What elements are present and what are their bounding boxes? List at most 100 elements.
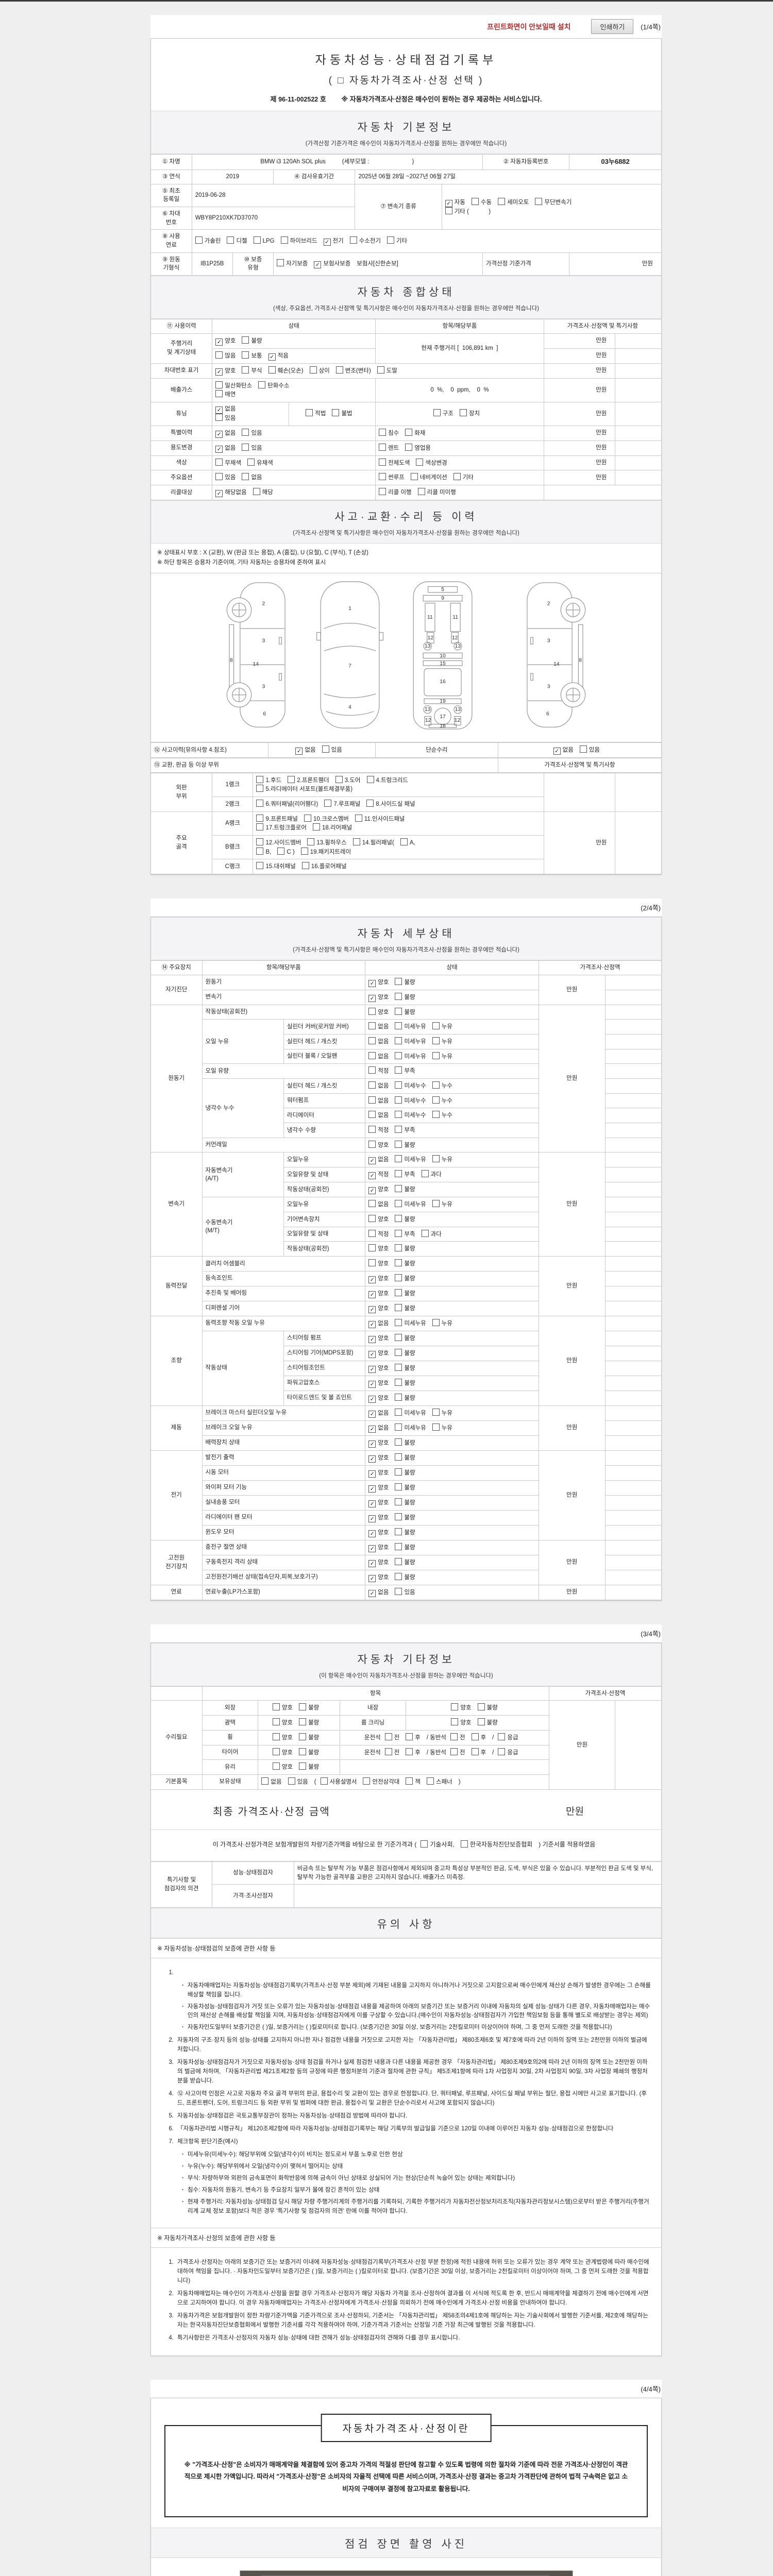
checkbox-option[interactable]: 3.도어 bbox=[335, 775, 361, 785]
checkbox-option[interactable]: 스패너 bbox=[426, 1777, 452, 1787]
checkbox[interactable] bbox=[579, 745, 587, 753]
checkbox-option[interactable]: 불량 bbox=[299, 1762, 319, 1772]
checkbox[interactable] bbox=[460, 1840, 468, 1848]
checkbox[interactable]: ✓ bbox=[368, 1350, 376, 1358]
checkbox[interactable]: ✓ bbox=[368, 979, 376, 987]
checkbox-option[interactable]: ✓ 양호 bbox=[368, 978, 389, 987]
checkbox-option[interactable]: 후 bbox=[471, 1733, 486, 1742]
checkbox[interactable] bbox=[272, 1748, 280, 1755]
checkbox-option[interactable]: 없음 bbox=[368, 1052, 389, 1061]
checkbox-option[interactable]: ✓ 양호 bbox=[368, 993, 389, 1002]
checkbox-option[interactable]: 미세누유 bbox=[395, 1022, 426, 1031]
checkbox-option[interactable]: 미세누유 bbox=[395, 1408, 426, 1418]
checkbox-option[interactable]: 누유 bbox=[432, 1155, 452, 1164]
checkbox[interactable]: ✓ bbox=[368, 1365, 376, 1373]
checkbox-option[interactable]: 불량 bbox=[395, 1543, 415, 1552]
checkbox[interactable] bbox=[366, 775, 374, 783]
checkbox-option[interactable]: ✓ 양호 bbox=[368, 1499, 389, 1507]
checkbox-option[interactable]: ✓ 양호 bbox=[368, 1558, 389, 1567]
checkbox-option[interactable]: 양호 bbox=[272, 1718, 293, 1727]
checkbox-option[interactable]: ✓ 자동 bbox=[445, 198, 465, 207]
checkbox-option[interactable]: 일산화탄소 bbox=[215, 381, 252, 391]
checkbox-option[interactable]: 불량 bbox=[299, 1748, 319, 1757]
checkbox-option[interactable]: 사용설명서 bbox=[320, 1777, 357, 1787]
checkbox[interactable] bbox=[395, 1066, 402, 1074]
checkbox-option[interactable]: 18.리어패널 bbox=[312, 823, 352, 833]
checkbox-option[interactable]: 양호 bbox=[272, 1733, 293, 1742]
checkbox-option[interactable]: 세미오토 bbox=[498, 197, 529, 207]
checkbox[interactable] bbox=[352, 838, 360, 846]
checkbox[interactable] bbox=[395, 977, 402, 985]
checkbox-option[interactable]: 불량 bbox=[242, 336, 262, 346]
checkbox[interactable]: ✓ bbox=[368, 1172, 376, 1180]
checkbox-option[interactable]: 불량 bbox=[395, 1528, 415, 1537]
checkbox-option[interactable]: 불량 bbox=[395, 1483, 415, 1493]
checkbox-option[interactable]: 전 bbox=[384, 1748, 399, 1757]
checkbox[interactable] bbox=[324, 800, 332, 807]
checkbox-option[interactable]: 없음 bbox=[242, 473, 262, 482]
checkbox[interactable] bbox=[432, 1423, 440, 1431]
checkbox-option[interactable]: ✓ 양호 bbox=[368, 1349, 389, 1358]
checkbox[interactable] bbox=[307, 838, 315, 846]
checkbox[interactable] bbox=[395, 1498, 402, 1505]
checkbox-option[interactable]: ✓ 양호 bbox=[368, 1484, 389, 1493]
checkbox[interactable] bbox=[405, 443, 413, 451]
checkbox[interactable] bbox=[242, 443, 249, 451]
checkbox[interactable] bbox=[395, 1215, 402, 1223]
checkbox[interactable]: ✓ bbox=[368, 1589, 376, 1597]
checkbox[interactable] bbox=[261, 1777, 269, 1785]
checkbox[interactable] bbox=[395, 1229, 402, 1237]
checkbox-option[interactable]: 적법 bbox=[306, 409, 326, 418]
checkbox[interactable]: ✓ bbox=[368, 1320, 376, 1328]
checkbox[interactable]: ✓ bbox=[268, 353, 276, 361]
checkbox[interactable] bbox=[395, 1408, 402, 1416]
checkbox-option[interactable]: 불량 bbox=[395, 1438, 415, 1448]
checkbox-option[interactable]: 불량 bbox=[299, 1733, 319, 1742]
checkbox[interactable]: ✓ bbox=[215, 430, 223, 438]
checkbox[interactable] bbox=[299, 1733, 307, 1740]
checkbox[interactable] bbox=[215, 390, 223, 398]
checkbox[interactable] bbox=[395, 1052, 402, 1059]
checkbox-option[interactable]: 있음 bbox=[395, 1587, 415, 1597]
checkbox-option[interactable]: 양호 bbox=[368, 1244, 389, 1253]
checkbox[interactable] bbox=[395, 1318, 402, 1326]
checkbox-option[interactable]: 불량 bbox=[395, 1274, 415, 1283]
checkbox[interactable] bbox=[379, 458, 386, 466]
checkbox[interactable] bbox=[395, 1111, 402, 1118]
checkbox[interactable]: ✓ bbox=[215, 368, 223, 376]
checkbox[interactable] bbox=[379, 473, 386, 481]
checkbox[interactable]: ✓ bbox=[368, 1515, 376, 1522]
checkbox-option[interactable]: 양호 bbox=[368, 1215, 389, 1224]
checkbox[interactable] bbox=[395, 1259, 402, 1267]
checkbox[interactable] bbox=[268, 366, 276, 374]
checkbox[interactable] bbox=[432, 1081, 440, 1089]
checkbox-option[interactable]: ✓ 없음 bbox=[295, 746, 316, 755]
checkbox[interactable] bbox=[277, 259, 284, 267]
checkbox[interactable] bbox=[395, 1185, 402, 1193]
checkbox-option[interactable]: 부식 bbox=[242, 366, 262, 376]
checkbox[interactable] bbox=[349, 236, 357, 244]
checkbox-option[interactable]: 있음 bbox=[242, 428, 262, 438]
checkbox-option[interactable]: ✓ 양호 bbox=[368, 1290, 389, 1298]
checkbox-option[interactable]: 9.프론트패널 bbox=[256, 814, 298, 824]
checkbox[interactable] bbox=[299, 1703, 307, 1711]
checkbox[interactable] bbox=[335, 775, 343, 783]
checkbox[interactable] bbox=[432, 1052, 440, 1059]
checkbox-option[interactable]: 기타 ( ) bbox=[445, 207, 491, 216]
checkbox[interactable]: ✓ bbox=[368, 1530, 376, 1537]
checkbox-option[interactable]: 누유 bbox=[432, 1200, 452, 1209]
checkbox-option[interactable]: 누유 bbox=[432, 1037, 452, 1046]
checkbox-option[interactable]: 없음 bbox=[261, 1777, 282, 1787]
print-button[interactable]: 인쇄하기 bbox=[591, 19, 634, 34]
checkbox[interactable] bbox=[395, 1170, 402, 1178]
checkbox[interactable] bbox=[258, 381, 266, 388]
checkbox-option[interactable]: 기타 bbox=[453, 473, 474, 482]
checkbox[interactable] bbox=[300, 847, 308, 855]
checkbox[interactable] bbox=[320, 1777, 328, 1785]
checkbox-option[interactable]: 미세누유 bbox=[395, 1200, 426, 1209]
checkbox-option[interactable]: 양호 bbox=[368, 1007, 389, 1017]
checkbox-option[interactable]: 없음 bbox=[368, 1037, 389, 1046]
checkbox[interactable] bbox=[288, 1777, 295, 1785]
checkbox[interactable] bbox=[498, 1733, 506, 1740]
checkbox[interactable]: ✓ bbox=[215, 338, 223, 346]
